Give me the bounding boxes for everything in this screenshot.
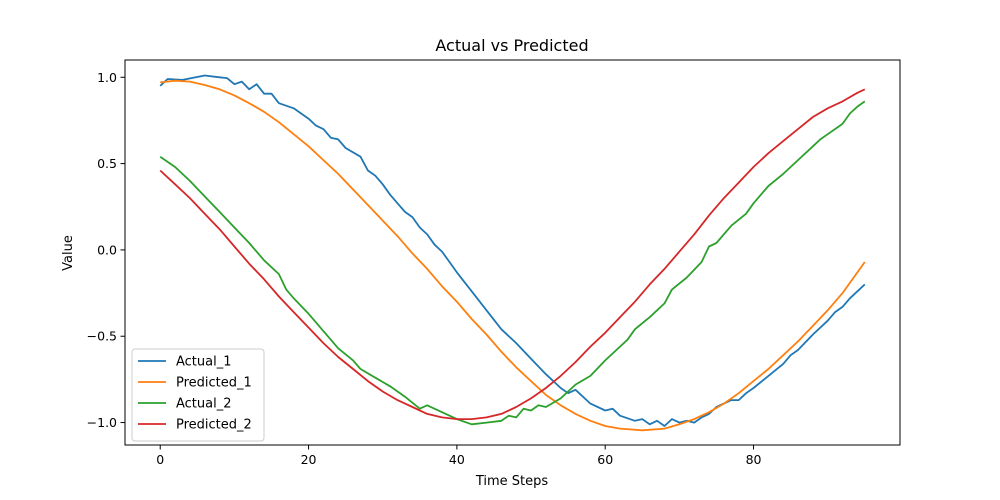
legend-label: Actual_2: [176, 397, 232, 412]
chart-title: Actual vs Predicted: [435, 36, 588, 55]
x-tick-label: 0: [156, 452, 164, 467]
x-tick-label: 80: [746, 452, 762, 467]
legend-label: Predicted_2: [176, 418, 252, 433]
y-axis-label: Value: [61, 235, 76, 271]
legend-label: Actual_1: [176, 355, 232, 370]
y-tick-label: 1.0: [97, 70, 117, 85]
y-tick-label: −1.0: [87, 415, 117, 430]
series-line-3: [159, 100, 866, 426]
series-line-4: [159, 88, 866, 420]
y-axis-ticks: −1.0 −0.5 0.0 0.5 1.0: [87, 70, 125, 430]
x-tick-label: 60: [597, 452, 613, 467]
plot-frame: [124, 59, 901, 446]
legend: Actual_1 Predicted_1 Actual_2 Predicted_2: [131, 348, 265, 442]
series-line-2: [160, 79, 866, 432]
legend-label: Predicted_1: [176, 376, 252, 391]
legend-box: [131, 348, 265, 442]
x-tick-label: 20: [301, 452, 317, 467]
x-tick-label: 40: [449, 452, 465, 467]
y-tick-label: 0.0: [97, 242, 117, 257]
y-tick-label: 0.5: [97, 156, 117, 171]
x-axis-ticks: 0 20 40 60 80: [156, 445, 762, 467]
x-axis-label: Time Steps: [475, 474, 549, 489]
y-tick-label: −0.5: [87, 329, 117, 344]
series-lines: [159, 74, 866, 432]
series-line-1: [159, 74, 866, 427]
